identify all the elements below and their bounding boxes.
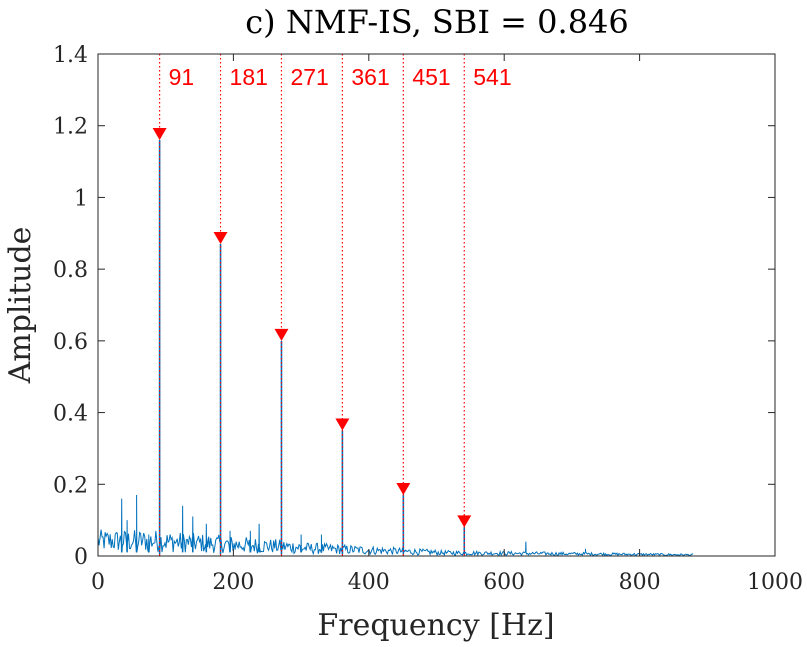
axes-frame — [97, 53, 776, 557]
y-tick-label: 0.2 — [53, 473, 88, 498]
x-tick-label: 0 — [91, 570, 105, 595]
x-tick-label: 600 — [483, 570, 525, 595]
y-axis-label: Amplitude — [3, 227, 38, 385]
y-tick-label: 0 — [74, 545, 88, 570]
axis-ticks: 0 200 400 600 800 1000 0 0.2 0.4 0.6 0.8 1 1.2 1.4 — [53, 43, 803, 595]
harmonic-marker-6 — [457, 515, 472, 528]
x-tick-label: 400 — [348, 570, 390, 595]
plot-area: 91 181 271 361 451 541 — [97, 54, 694, 557]
x-tick-label: 1000 — [747, 570, 803, 595]
harmonic-marker-5 — [396, 483, 411, 496]
y-tick-label: 1.2 — [53, 115, 88, 140]
spectrum-noise-line — [97, 495, 694, 557]
harmonic-label-4: 361 — [351, 64, 389, 90]
harmonic-marker-2 — [213, 232, 228, 245]
harmonic-label-3: 271 — [290, 64, 328, 90]
x-tick-label: 800 — [619, 570, 661, 595]
x-tick-label: 200 — [212, 570, 254, 595]
y-tick-label: 1.4 — [53, 43, 88, 68]
x-axis-label: Frequency [Hz] — [317, 608, 554, 643]
harmonic-label-2: 181 — [230, 64, 268, 90]
y-tick-label: 0.4 — [53, 402, 88, 427]
y-tick-label: 1 — [74, 186, 88, 211]
harmonic-label-1: 91 — [169, 64, 195, 90]
harmonic-marker-1 — [152, 128, 167, 141]
harmonic-marker-3 — [274, 328, 289, 341]
chart-title: c) NMF-IS, SBI = 0.846 — [245, 3, 629, 41]
y-tick-label: 0.6 — [53, 330, 88, 355]
harmonic-marker-4 — [335, 418, 350, 431]
harmonic-label-6: 541 — [473, 64, 511, 90]
y-tick-label: 0.8 — [53, 258, 88, 283]
harmonic-label-5: 451 — [412, 64, 450, 90]
